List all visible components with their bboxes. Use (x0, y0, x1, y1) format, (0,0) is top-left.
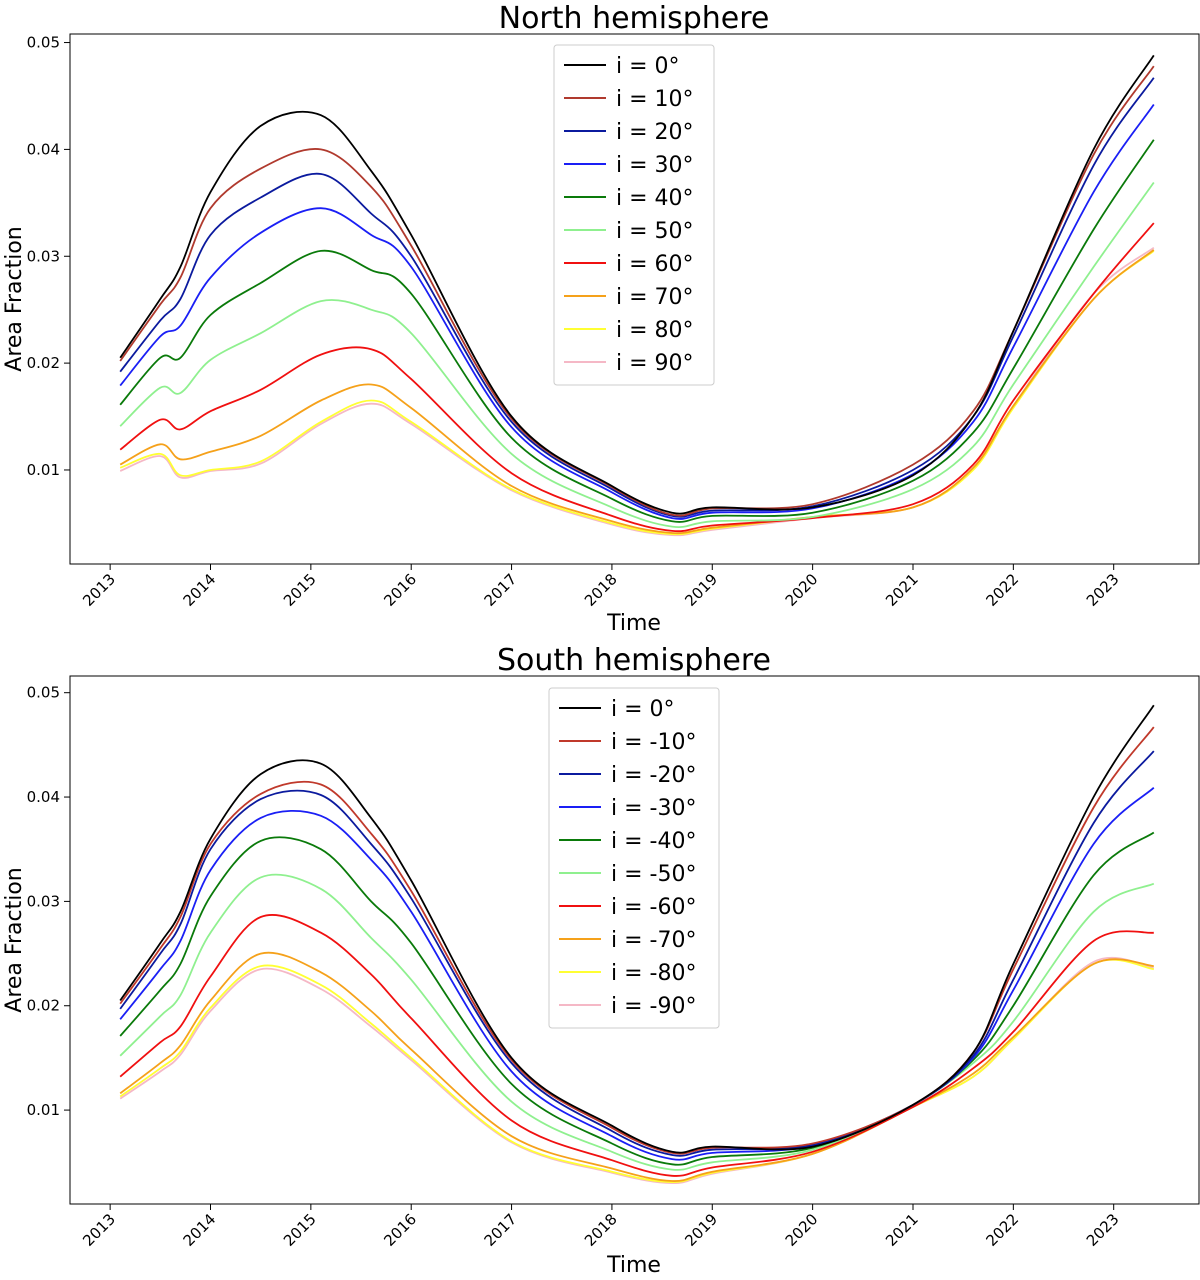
series-line (119, 873, 1155, 1171)
x-axis-label: Time (606, 1253, 661, 1278)
series-line (119, 250, 1155, 536)
x-tick-label: 2016 (380, 570, 420, 610)
legend-label: i = 30° (616, 153, 694, 178)
series-line (119, 914, 1154, 1177)
y-tick-label: 0.03 (27, 892, 60, 910)
series-line (119, 726, 1155, 1155)
legend-label: i = 0° (616, 54, 680, 79)
series-lines (119, 704, 1155, 1185)
y-tick-label: 0.02 (27, 997, 60, 1015)
x-tick-label: 2015 (280, 1210, 320, 1250)
y-axis-label: Area Fraction (2, 867, 27, 1012)
legend-label: i = -80° (611, 961, 696, 986)
series-line (119, 249, 1155, 535)
series-line (119, 704, 1155, 1154)
y-tick-label: 0.05 (27, 684, 60, 702)
x-tick-label: 2017 (481, 1210, 521, 1250)
legend-label: i = 40° (616, 186, 694, 211)
chart-title: South hemisphere (497, 643, 771, 678)
x-tick-label: 2014 (180, 570, 220, 610)
legend-label: i = 0° (611, 697, 675, 722)
legend: i = 0° i = -10° i = -20° i = -30° i = -40° i … (548, 687, 720, 1029)
x-tick-label: 2018 (581, 570, 621, 610)
x-tick-label: 2021 (882, 1210, 922, 1250)
series-line (119, 951, 1154, 1182)
series-line (119, 831, 1155, 1166)
legend-label: i = 70° (616, 285, 694, 310)
y-tick-label: 0.02 (27, 354, 60, 372)
x-tick-label: 2022 (982, 570, 1022, 610)
series-line (119, 787, 1155, 1161)
x-tick-label: 2018 (581, 1210, 621, 1250)
x-tick-label: 2013 (79, 570, 119, 610)
chart-title: North hemisphere (499, 1, 770, 36)
y-axis-ticks: 0.01 0.02 0.03 0.04 0.05 (27, 684, 70, 1119)
x-tick-label: 2021 (882, 570, 922, 610)
x-tick-label: 2020 (782, 1210, 822, 1250)
x-tick-label: 2013 (79, 1210, 119, 1250)
series-lines (119, 54, 1155, 537)
x-tick-label: 2023 (1083, 1210, 1123, 1250)
series-line (119, 222, 1155, 533)
legend-label: i = -20° (611, 763, 696, 788)
legend-label: i = -90° (611, 994, 696, 1019)
legend-label: i = -10° (611, 730, 696, 755)
y-tick-label: 0.01 (27, 461, 60, 479)
y-tick-label: 0.04 (27, 140, 60, 158)
x-axis-ticks: 2013 2014 2015 2016 2017 2018 2019 2020 2021 2022… (79, 1204, 1123, 1250)
y-axis-label: Area Fraction (2, 226, 27, 371)
x-tick-label: 2019 (681, 570, 721, 610)
legend-label: i = -30° (611, 796, 696, 821)
x-tick-label: 2020 (782, 570, 822, 610)
legend: i = 0° i = 10° i = 20° i = 30° i = 40° i = 50… (553, 44, 715, 386)
legend-label: i = 90° (616, 351, 694, 376)
x-tick-label: 2022 (982, 1210, 1022, 1250)
x-tick-label: 2016 (380, 1210, 420, 1250)
south-hemisphere-chart: South hemisphere 2013 2014 2015 2016 2017 201… (2, 643, 1200, 1278)
y-tick-label: 0.05 (27, 34, 60, 52)
legend-label: i = 20° (616, 120, 694, 145)
series-line (119, 750, 1155, 1157)
series-line (119, 77, 1155, 518)
series-line (119, 65, 1155, 517)
x-axis-ticks: 2013 2014 2015 2016 2017 2018 2019 2020 2021 2022… (79, 564, 1123, 610)
y-tick-label: 0.03 (27, 247, 60, 265)
legend-label: i = 80° (616, 318, 694, 343)
series-line (119, 103, 1155, 520)
legend-label: i = -50° (611, 862, 696, 887)
x-tick-label: 2017 (481, 570, 521, 610)
x-tick-label: 2014 (180, 1210, 220, 1250)
y-tick-label: 0.01 (27, 1101, 60, 1119)
legend-label: i = -60° (611, 895, 696, 920)
series-line (119, 139, 1155, 523)
legend-label: i = -70° (611, 928, 696, 953)
series-line (119, 54, 1155, 515)
y-axis-ticks: 0.01 0.02 0.03 0.04 0.05 (27, 34, 70, 479)
x-tick-label: 2015 (280, 570, 320, 610)
series-line (119, 181, 1155, 528)
legend-label: i = -40° (611, 829, 696, 854)
series-line (119, 958, 1154, 1184)
legend-label: i = 60° (616, 252, 694, 277)
legend-label: i = 10° (616, 87, 694, 112)
x-axis-label: Time (606, 611, 661, 636)
x-tick-label: 2023 (1083, 570, 1123, 610)
y-tick-label: 0.04 (27, 788, 60, 806)
north-hemisphere-chart: North hemisphere 2013 2014 2015 2016 2017 201… (2, 1, 1200, 636)
x-tick-label: 2019 (681, 1210, 721, 1250)
legend-label: i = 50° (616, 219, 694, 244)
